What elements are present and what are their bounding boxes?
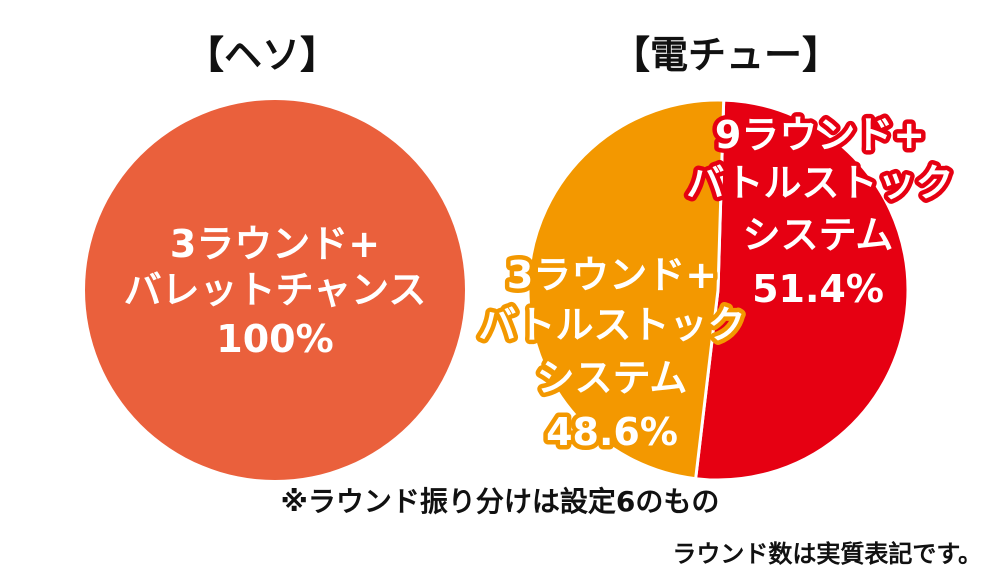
denchu-9round-label-line-1: 9ラウンド+ xyxy=(715,113,925,157)
denchu-3round-value-label: 48.6% xyxy=(546,410,678,454)
denchu-3round-label-line-3: システム xyxy=(537,356,688,400)
denchu-slice-3round xyxy=(526,98,726,481)
heso-slice-value-label: 100% xyxy=(216,317,333,361)
heso-slice-label-line-1: 3ラウンド+ xyxy=(170,222,380,266)
denchu-slice-9round xyxy=(693,98,910,482)
heso-pie-chart: 【ヘソ】 3ラウンド+ バレットチャンス 100% xyxy=(85,33,465,480)
denchu-3round-label-line-2: バトルストック xyxy=(478,303,745,347)
heso-slice-3round-bullet-chance xyxy=(85,100,465,480)
distribution-note: ※ラウンド振り分けは設定6のもの xyxy=(280,485,720,518)
heso-slice-label-line-2: バレットチャンス xyxy=(124,268,427,312)
denchu-chart-title: 【電チュー】 xyxy=(612,33,840,77)
denchu-9round-label-line-2: バトルストック xyxy=(686,161,953,205)
denchu-9round-value-label: 51.4% xyxy=(752,267,884,311)
denchu-pie-chart: 【電チュー】 9ラウンド+ バトルストック システム 51.4% 3ラウンド+ … xyxy=(474,33,958,482)
round-count-note: ラウンド数は実質表記です。 xyxy=(672,540,982,568)
denchu-3round-label-line-1: 3ラウンド+ xyxy=(507,253,717,297)
heso-chart-title: 【ヘソ】 xyxy=(186,33,338,77)
denchu-9round-label-line-3: システム xyxy=(743,213,894,257)
